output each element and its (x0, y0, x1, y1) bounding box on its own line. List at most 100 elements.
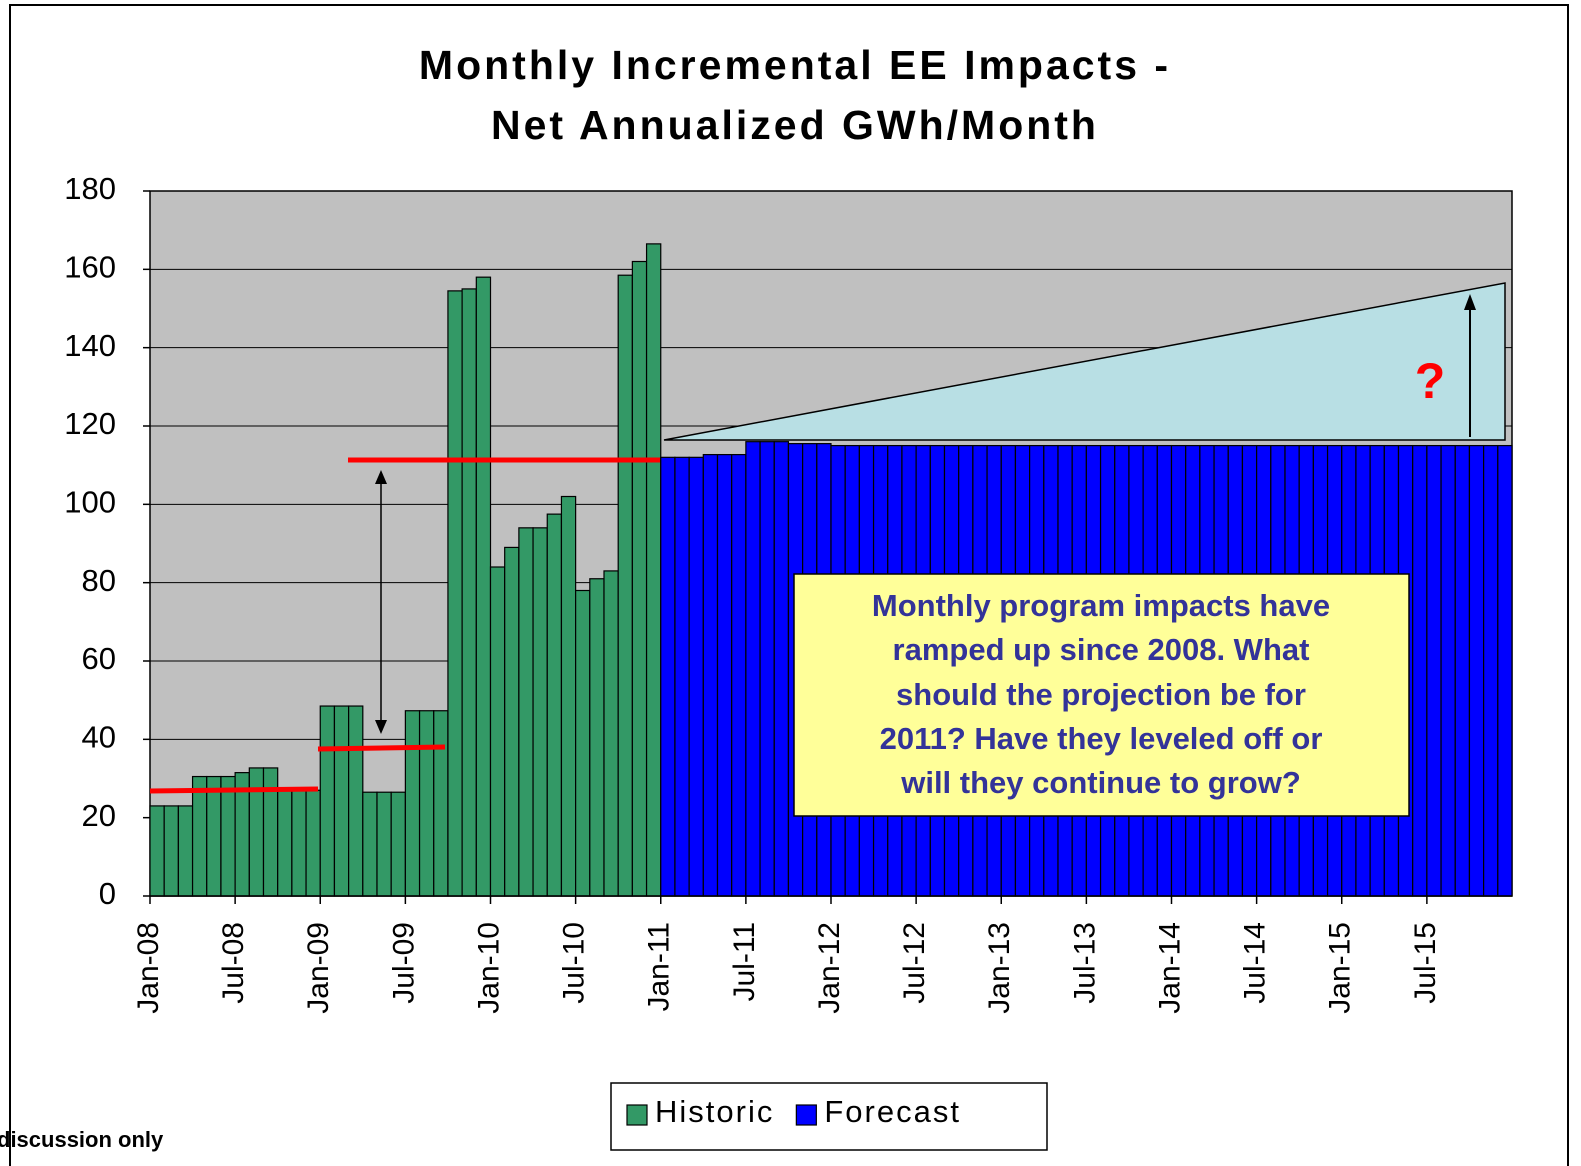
x-tick-label: Jul-13 (1068, 922, 1101, 1004)
y-tick-label: 40 (82, 720, 116, 755)
x-tick-label: Jan-11 (643, 922, 676, 1012)
bar (404, 710, 421, 897)
bar (589, 578, 605, 897)
x-tick-label: Jan-10 (472, 922, 505, 1014)
bar (546, 513, 563, 897)
bar (163, 805, 179, 897)
y-tick-label: 20 (82, 798, 116, 833)
x-tick-label: Jan-12 (813, 922, 846, 1014)
y-tick-label: 160 (64, 250, 116, 285)
footer: discussion only (0, 1127, 164, 1152)
bar (362, 791, 378, 897)
y-tick-label: 80 (82, 563, 116, 598)
bar (390, 791, 406, 897)
chart-title: Monthly Incremental EE Impacts - (419, 42, 1171, 88)
y-tick-label: 0 (99, 876, 116, 911)
y-tick-label: 140 (64, 328, 116, 363)
x-tick-label: Jul-08 (217, 922, 250, 1004)
bar (433, 710, 449, 897)
bar (206, 775, 222, 897)
bar (504, 546, 520, 897)
x-tick-label: Jul-09 (387, 922, 420, 1004)
bar (1497, 444, 1513, 897)
bar (688, 456, 704, 897)
bar (631, 260, 648, 897)
bar (319, 705, 336, 897)
legend-swatch (795, 1104, 817, 1126)
bar (645, 243, 662, 897)
legend-label: Historic (655, 1094, 774, 1129)
bar (1483, 444, 1499, 897)
arrow-head (375, 470, 387, 484)
bar (447, 290, 463, 897)
bar (674, 456, 690, 897)
y-tick-label: 120 (64, 406, 116, 441)
legend-label: Forecast (824, 1094, 961, 1129)
x-tick-label: Jan-15 (1324, 922, 1357, 1014)
bar (660, 456, 676, 897)
bar (773, 441, 790, 897)
arrow-head (375, 720, 387, 734)
bar (716, 453, 733, 897)
legend-swatch (626, 1104, 648, 1126)
bar (149, 805, 165, 897)
callout-text: should the projection be for (896, 677, 1306, 712)
callout-text: Monthly program impacts have (872, 588, 1330, 623)
bar (291, 789, 307, 897)
bar (418, 710, 435, 897)
arrow-head (1464, 294, 1476, 310)
x-tick-label: Jan-09 (302, 922, 335, 1014)
bar (532, 527, 548, 897)
x-tick-label: Jan-13 (983, 922, 1016, 1014)
bar (305, 789, 321, 897)
bar (348, 705, 364, 897)
bar (376, 791, 392, 897)
y-tick-label: 180 (64, 171, 116, 206)
x-tick-label: Jul-12 (898, 922, 931, 1004)
x-tick-label: Jul-15 (1409, 922, 1442, 1004)
bar (475, 276, 492, 897)
x-tick-label: Jan-14 (1153, 922, 1186, 1014)
bar (518, 527, 534, 897)
callout-text: ramped up since 2008. What (893, 632, 1310, 667)
bar (1412, 444, 1428, 897)
bar (560, 495, 577, 897)
growth-wedge (663, 282, 1506, 441)
x-tick-label: Jul-14 (1239, 922, 1272, 1004)
bar (177, 805, 194, 897)
x-tick-label: Jan-08 (132, 922, 165, 1014)
bar (191, 775, 208, 897)
average-line (317, 744, 446, 752)
annotations: ? Monthly program impacts have ramped up… (149, 282, 1506, 817)
bar (489, 566, 506, 897)
chart-title: Net Annualized GWh/Month (491, 102, 1099, 148)
question-mark: ? (1415, 353, 1446, 409)
average-line (149, 786, 319, 794)
bar (333, 705, 350, 897)
bar (702, 453, 719, 897)
bar (759, 441, 775, 897)
bar (575, 589, 591, 897)
callout-text: will they continue to grow? (900, 765, 1301, 800)
legend (610, 1082, 1048, 1151)
y-tick-label: 100 (64, 485, 116, 520)
bar (277, 789, 293, 897)
callout-text: 2011? Have they leveled off or (880, 721, 1323, 756)
callout-box (793, 573, 1410, 817)
bar (220, 775, 236, 897)
bar (731, 453, 747, 897)
bar (603, 570, 619, 897)
bar (1454, 444, 1471, 897)
bar (461, 288, 477, 897)
bar (745, 441, 761, 897)
bar (1426, 444, 1442, 897)
frame (9, 4, 1569, 1166)
x-tick-label: Jul-11 (728, 922, 761, 1001)
bar (1468, 444, 1485, 897)
x-tick-label: Jul-10 (558, 922, 591, 1004)
bar (617, 274, 633, 897)
bar (248, 767, 265, 897)
y-tick-label: 60 (82, 641, 116, 676)
